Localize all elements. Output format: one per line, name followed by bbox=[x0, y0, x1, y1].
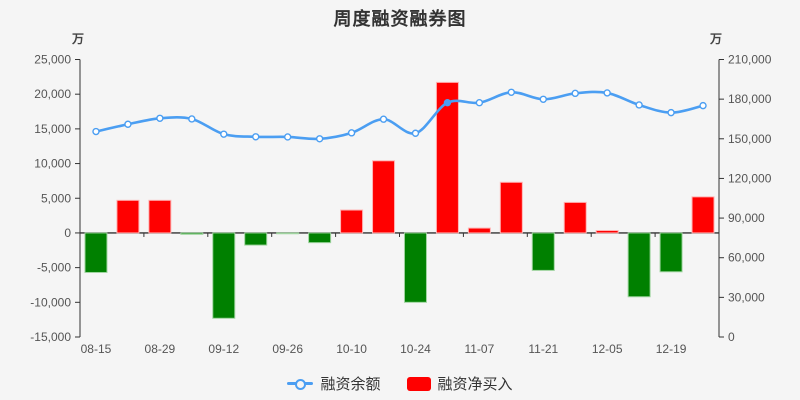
point-11-14[interactable] bbox=[507, 88, 516, 96]
bar-09-12[interactable] bbox=[212, 232, 236, 319]
x-axis-label: 12-19 bbox=[656, 342, 687, 356]
financing-balance-line[interactable] bbox=[94, 90, 705, 141]
legend-label-balance: 融资余额 bbox=[320, 376, 381, 393]
right-axis-tick-label: 30,000 bbox=[728, 290, 765, 304]
left-axis-tick-label: -10,000 bbox=[30, 295, 71, 309]
x-axis-label: 11-21 bbox=[528, 342, 558, 356]
bar-10-31[interactable] bbox=[435, 81, 459, 234]
bar-11-14[interactable] bbox=[499, 181, 523, 234]
point-12-26[interactable] bbox=[699, 101, 707, 110]
x-axis-label: 08-29 bbox=[145, 342, 176, 356]
point-12-12[interactable] bbox=[635, 101, 643, 109]
bar-10-10[interactable] bbox=[340, 209, 364, 234]
bar-11-28[interactable] bbox=[563, 201, 587, 234]
x-axis-label: 09-26 bbox=[272, 342, 303, 356]
x-axis-label: 10-24 bbox=[400, 342, 431, 356]
point-09-12[interactable] bbox=[220, 130, 228, 138]
point-08-15[interactable] bbox=[92, 127, 100, 136]
left-axis-tick-label: 25,000 bbox=[34, 53, 71, 67]
bar-12-26[interactable] bbox=[691, 196, 715, 234]
right-axis-tick-label: 60,000 bbox=[728, 251, 765, 265]
point-09-19[interactable] bbox=[252, 133, 260, 141]
left-axis-unit: 万 bbox=[71, 32, 84, 46]
right-axis-tick-label: 120,000 bbox=[728, 171, 772, 185]
bar-12-12[interactable] bbox=[627, 232, 651, 298]
point-09-26[interactable] bbox=[283, 133, 292, 141]
bar-11-07[interactable] bbox=[467, 227, 491, 234]
left-axis-tick-label: 5,000 bbox=[41, 191, 71, 205]
bar-10-17[interactable] bbox=[372, 160, 396, 234]
bar-09-26[interactable] bbox=[276, 232, 300, 235]
chart-title: 周度融资融券图 bbox=[333, 9, 467, 29]
line-legend-circle-icon bbox=[295, 378, 307, 390]
bar-12-05[interactable] bbox=[595, 230, 619, 234]
point-11-07[interactable] bbox=[475, 99, 484, 107]
point-10-17[interactable] bbox=[379, 115, 388, 123]
legend: 融资余额 融资净买入 bbox=[0, 373, 800, 394]
point-12-05[interactable] bbox=[603, 89, 611, 97]
left-axis-tick-label: -5,000 bbox=[37, 261, 71, 275]
line-legend-marker-icon bbox=[287, 377, 314, 391]
point-12-19[interactable] bbox=[667, 108, 675, 117]
point-10-10[interactable] bbox=[347, 129, 356, 137]
bar-08-29[interactable] bbox=[148, 199, 172, 234]
x-axis-label: 11-07 bbox=[464, 342, 494, 356]
right-axis-tick-label: 0 bbox=[728, 330, 735, 344]
point-11-21[interactable] bbox=[539, 95, 547, 103]
right-axis-tick-label: 180,000 bbox=[728, 92, 772, 106]
legend-item-balance[interactable]: 融资余额 bbox=[287, 373, 381, 394]
left-axis-tick-label: -15,000 bbox=[30, 330, 71, 344]
bar-09-05[interactable] bbox=[180, 232, 204, 235]
bar-11-21[interactable] bbox=[531, 232, 555, 271]
bar-12-19[interactable] bbox=[659, 232, 683, 273]
right-axis-tick-label: 210,000 bbox=[728, 53, 772, 67]
left-axis-tick-label: 20,000 bbox=[34, 87, 71, 101]
x-axis-label: 12-05 bbox=[592, 342, 623, 356]
right-axis-tick-label: 150,000 bbox=[728, 132, 772, 146]
bar-10-03[interactable] bbox=[308, 232, 332, 244]
point-10-03[interactable] bbox=[315, 135, 324, 143]
right-axis-unit: 万 bbox=[709, 32, 722, 46]
x-axis-label: 08-15 bbox=[81, 342, 112, 356]
right-axis-tick-label: 90,000 bbox=[728, 211, 765, 225]
point-11-28[interactable] bbox=[571, 89, 579, 98]
bar-08-22[interactable] bbox=[116, 199, 140, 234]
point-10-24[interactable] bbox=[411, 129, 420, 137]
left-axis-tick-label: 0 bbox=[64, 226, 71, 240]
left-axis-tick-label: 10,000 bbox=[34, 157, 71, 171]
point-09-05[interactable] bbox=[188, 115, 196, 123]
point-10-31[interactable] bbox=[443, 99, 452, 107]
point-08-22[interactable] bbox=[124, 120, 132, 128]
legend-label-netbuy: 融资净买入 bbox=[437, 376, 513, 393]
x-axis-label: 09-12 bbox=[208, 342, 239, 356]
bar-08-15[interactable] bbox=[84, 232, 108, 273]
left-axis-tick-label: 15,000 bbox=[34, 122, 71, 136]
point-08-29[interactable] bbox=[156, 114, 164, 123]
legend-item-netbuy[interactable]: 融资净买入 bbox=[406, 373, 513, 394]
bar-10-24[interactable] bbox=[403, 232, 427, 303]
x-axis-label: 10-10 bbox=[336, 342, 367, 356]
bar-09-19[interactable] bbox=[244, 232, 268, 246]
bar-legend-marker-icon bbox=[406, 376, 431, 391]
